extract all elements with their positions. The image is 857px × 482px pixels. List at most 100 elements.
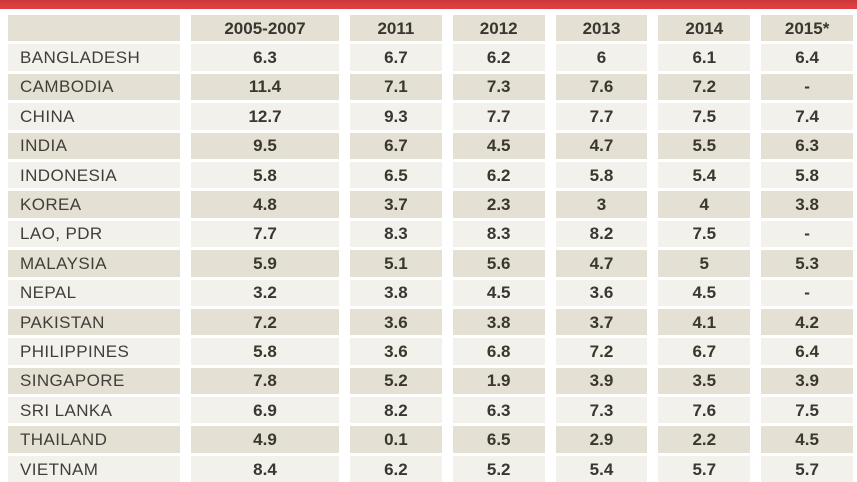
data-cell: 7.2 — [658, 73, 751, 101]
data-cell: 7.5 — [761, 397, 853, 424]
row-label: VIETNAM — [8, 455, 180, 482]
data-cell: 4.5 — [658, 279, 751, 306]
data-cell: 9.3 — [350, 103, 442, 130]
row-label: NEPAL — [8, 279, 180, 306]
row-label: PAKISTAN — [8, 308, 180, 336]
data-cell: 6.1 — [658, 44, 751, 71]
data-cell: 5.7 — [658, 455, 751, 482]
column-header: 2014 — [658, 15, 751, 42]
data-cell: 7.5 — [658, 220, 751, 248]
data-cell: 8.2 — [350, 397, 442, 424]
data-cell: 6.4 — [761, 338, 853, 365]
data-cell: 4.8 — [191, 191, 339, 218]
data-cell: - — [761, 279, 853, 306]
row-label: THAILAND — [8, 426, 180, 453]
data-cell: 4.5 — [761, 426, 853, 453]
data-cell: 7.3 — [555, 397, 648, 424]
row-label: INDIA — [8, 132, 180, 159]
row-label: KOREA — [8, 191, 180, 218]
data-cell: 5 — [658, 250, 751, 277]
data-cell: 11.4 — [191, 73, 339, 101]
data-cell: 6.9 — [191, 397, 339, 424]
data-cell: 5.9 — [191, 250, 339, 277]
data-cell: 4.2 — [761, 308, 853, 336]
row-label: PHILIPPINES — [8, 338, 180, 365]
data-cell: 3.6 — [555, 279, 648, 306]
data-cell: 3 — [555, 191, 648, 218]
data-cell: 3.7 — [555, 308, 648, 336]
data-cell: 5.8 — [191, 338, 339, 365]
data-cell: 7.6 — [555, 73, 648, 101]
data-cell: 6.3 — [452, 397, 545, 424]
data-cell: 6.7 — [658, 338, 751, 365]
data-cell: 8.4 — [191, 455, 339, 482]
data-cell: 5.2 — [350, 367, 442, 395]
data-cell: 1.9 — [452, 367, 545, 395]
data-cell: 5.8 — [191, 161, 339, 189]
data-cell: 5.1 — [350, 250, 442, 277]
data-cell: 3.9 — [555, 367, 648, 395]
row-label: LAO, PDR — [8, 220, 180, 248]
data-cell: 3.8 — [350, 279, 442, 306]
data-cell: 6.5 — [350, 161, 442, 189]
column-header: 2015* — [761, 15, 853, 42]
data-cell: 12.7 — [191, 103, 339, 130]
data-cell: 4.1 — [658, 308, 751, 336]
data-cell: 6.2 — [452, 44, 545, 71]
data-cell: 5.8 — [761, 161, 853, 189]
row-label: SINGAPORE — [8, 367, 180, 395]
data-cell: 3.6 — [350, 308, 442, 336]
data-cell: 6.4 — [761, 44, 853, 71]
data-cell: 6.5 — [452, 426, 545, 453]
data-cell: 4 — [658, 191, 751, 218]
data-cell: 3.2 — [191, 279, 339, 306]
data-cell: 7.5 — [658, 103, 751, 130]
row-label: INDONESIA — [8, 161, 180, 189]
data-cell: 3.6 — [350, 338, 442, 365]
data-cell: 7.2 — [555, 338, 648, 365]
data-cell: 3.7 — [350, 191, 442, 218]
column-header: 2005-2007 — [191, 15, 339, 42]
data-cell: 2.3 — [452, 191, 545, 218]
data-cell: 3.8 — [761, 191, 853, 218]
data-cell: 6.7 — [350, 132, 442, 159]
data-cell: 7.8 — [191, 367, 339, 395]
data-cell: - — [761, 220, 853, 248]
data-cell: 6.3 — [191, 44, 339, 71]
data-cell: 6.7 — [350, 44, 442, 71]
data-cell: 4.7 — [555, 132, 648, 159]
data-cell: 7.2 — [191, 308, 339, 336]
data-cell: 6.2 — [452, 161, 545, 189]
data-cell: 3.9 — [761, 367, 853, 395]
data-cell: 6.8 — [452, 338, 545, 365]
data-cell: 7.3 — [452, 73, 545, 101]
corner-header-cell — [8, 15, 180, 42]
column-header: 2012 — [452, 15, 545, 42]
data-cell: 3.8 — [452, 308, 545, 336]
row-label: BANGLADESH — [8, 44, 180, 71]
data-cell: 6 — [555, 44, 648, 71]
data-cell: 5.7 — [761, 455, 853, 482]
data-cell: 7.7 — [452, 103, 545, 130]
data-cell: 5.2 — [452, 455, 545, 482]
data-cell: 7.1 — [350, 73, 442, 101]
data-cell: 7.7 — [555, 103, 648, 130]
row-label: MALAYSIA — [8, 250, 180, 277]
data-cell: 2.2 — [658, 426, 751, 453]
data-cell: 8.3 — [452, 220, 545, 248]
data-cell: 7.6 — [658, 397, 751, 424]
data-cell: 5.4 — [658, 161, 751, 189]
row-label: CHINA — [8, 103, 180, 130]
row-label: CAMBODIA — [8, 73, 180, 101]
data-cell: 0.1 — [350, 426, 442, 453]
top-accent-bar — [0, 0, 857, 9]
column-header: 2011 — [350, 15, 442, 42]
data-cell: 5.3 — [761, 250, 853, 277]
data-cell: 6.2 — [350, 455, 442, 482]
data-cell: 5.5 — [658, 132, 751, 159]
data-cell: 2.9 — [555, 426, 648, 453]
data-cell: 5.6 — [452, 250, 545, 277]
data-cell: 5.8 — [555, 161, 648, 189]
data-cell: 6.3 — [761, 132, 853, 159]
